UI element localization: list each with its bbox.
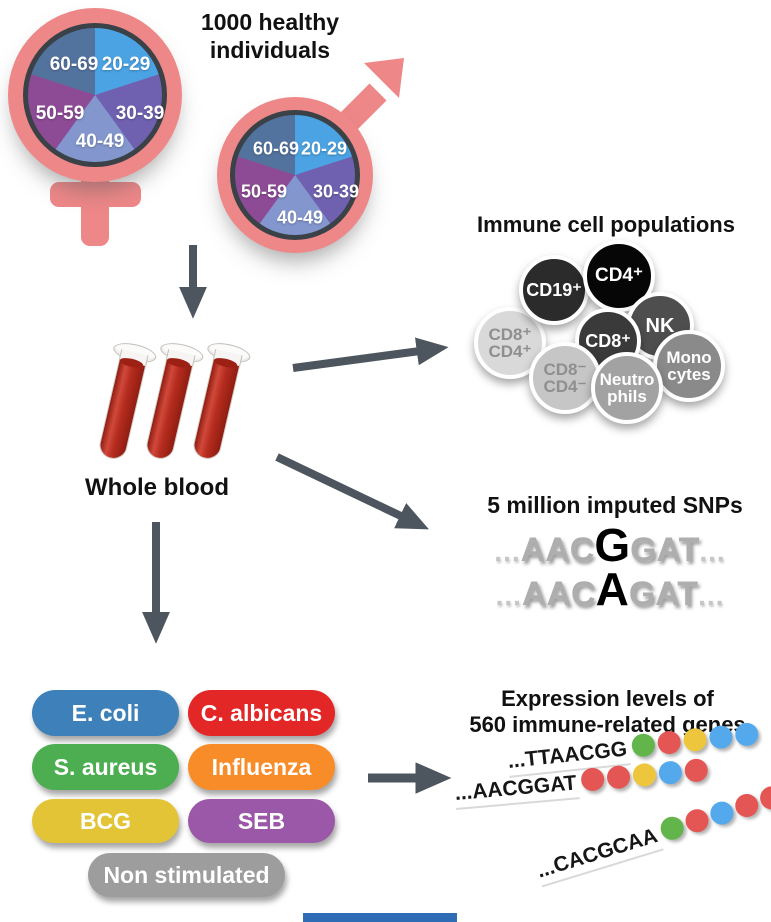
stimulus-label: Non stimulated [103, 861, 270, 888]
pie-slice-label: 60-69 [252, 138, 300, 159]
pie-slice-label: 30-39 [115, 103, 165, 124]
expression-dot [657, 760, 683, 786]
arrow-blood-to-cells [292, 337, 449, 372]
immune-cells-title: Immune cell populations [477, 212, 735, 237]
cell-cd19pos: CD19⁺ [519, 255, 589, 325]
stimulus-pill-bcg: BCG [32, 799, 179, 843]
expression-dot [656, 729, 682, 756]
expression-dot [733, 721, 760, 748]
expression-dot [657, 813, 687, 843]
cell-monocytes: Mono cytes [653, 330, 725, 402]
snp-ellipsis: ... [494, 536, 521, 567]
stimulus-pill-seb: SEB [188, 799, 335, 843]
pie-slice-label: 30-39 [312, 181, 360, 202]
cell-cd8neg-cd4neg: CD8⁻ CD4⁻ [529, 342, 601, 414]
expression-dot [683, 757, 709, 783]
female-symbol-crossbar [50, 182, 141, 207]
cell-label: CD8⁺ [488, 324, 532, 344]
snp-variant-letter: G [594, 519, 631, 571]
cell-label: Mono [666, 347, 712, 367]
expression-dot [580, 766, 606, 792]
stimulus-pill-s-aureus: S. aureus [32, 744, 179, 790]
stimulus-pill-influenza: Influenza [188, 744, 335, 790]
expression-dot [682, 727, 708, 753]
pie-slice-label: 40-49 [276, 207, 324, 228]
expression-dot [682, 806, 712, 836]
expression-dot [732, 791, 761, 820]
cell-label: CD8⁻ [543, 359, 587, 379]
stimulus-pill-e-coli: E. coli [32, 690, 179, 736]
snp-sequence: ...AACGGAT... [440, 522, 771, 572]
stimulus-label: E. coli [71, 699, 140, 726]
cell-label: phils [607, 387, 647, 406]
bottom-blue-bar [303, 913, 457, 922]
snp-bases: AAC [521, 575, 596, 613]
expression-dot [606, 764, 632, 790]
expression-dot [632, 762, 657, 788]
stimulus-label: Influenza [211, 753, 312, 780]
pie-slice-label: 60-69 [49, 54, 99, 75]
cell-label: NK [645, 314, 675, 337]
male-age-pie-chart: 20-29 30-39 40-49 50-59 60-69 [230, 110, 360, 240]
expression-title: Expression levels of 560 immune-related … [445, 686, 770, 738]
snp-ellipsis: ... [699, 536, 726, 567]
study-title: 1000 healthy individuals [200, 9, 340, 64]
cell-label: CD4⁻ [543, 377, 587, 396]
snp-bases: GAT [628, 575, 699, 613]
stimulus-label: BCG [79, 807, 132, 834]
pie-slice-label: 50-59 [35, 103, 85, 124]
expression-dot [707, 798, 737, 828]
stimulus-label: C. albicans [200, 699, 323, 726]
snp-bases: GAT [630, 531, 700, 569]
cell-label: cytes [667, 365, 711, 384]
cell-label: Neutro [599, 369, 655, 389]
pie-slice-label: 20-29 [101, 54, 151, 75]
stimulus-pill-non-stimulated: Non stimulated [88, 853, 285, 897]
snp-ellipsis: ... [698, 580, 725, 611]
cell-label: CD19⁺ [526, 279, 582, 300]
snp-bases: AAC [520, 531, 595, 569]
stimulus-label: S. aureus [53, 753, 158, 780]
cell-label: CD8⁺ [585, 330, 631, 351]
cell-label: CD4⁺ [488, 342, 532, 361]
expression-dot [630, 732, 656, 758]
stimulus-label: SEB [237, 807, 286, 834]
cell-neutrophils: Neutro phils [591, 352, 663, 424]
stimulus-pill-c-albicans: C. albicans [188, 690, 335, 736]
cell-label: CD4⁺ [594, 265, 644, 287]
pie-slice-label: 20-29 [300, 138, 348, 159]
pie-slice-label: 50-59 [240, 181, 288, 202]
snp-variant-letter: A [595, 563, 629, 615]
pie-slice-label: 40-49 [75, 131, 125, 152]
expression-dot [708, 724, 734, 750]
snp-sequence: ...AACAGAT... [440, 566, 771, 616]
whole-blood-label: Whole blood [85, 474, 229, 501]
female-age-pie-chart: 20-29 30-39 40-49 50-59 60-69 [23, 23, 167, 167]
snp-ellipsis: ... [495, 580, 522, 611]
expression-title-line1: Expression levels of [501, 686, 714, 711]
snps-title: 5 million imputed SNPs [487, 492, 743, 518]
arrow-blood-to-snps [275, 453, 430, 530]
snp-sequences: ...AACGGAT... ...AACAGAT... [440, 522, 771, 616]
